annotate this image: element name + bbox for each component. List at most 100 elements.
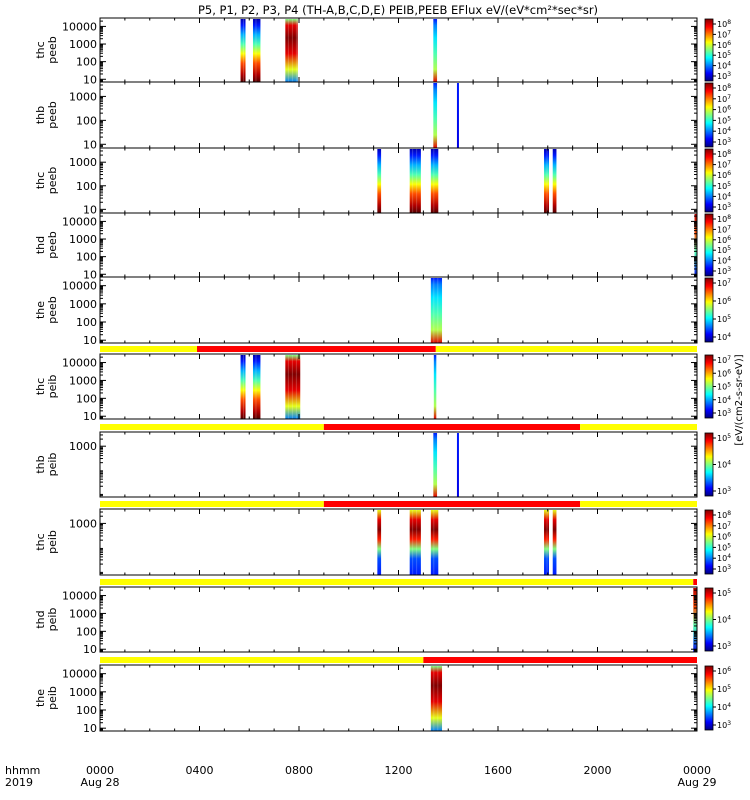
y-tick-label: 10000	[62, 668, 97, 681]
colorbar-exponent: 8	[727, 149, 731, 156]
x-tick-label: 1200	[385, 764, 413, 777]
colorbar-exponent: 8	[727, 510, 731, 517]
colorbar-exponent: 7	[727, 355, 731, 362]
panel-frame	[99, 81, 698, 149]
colorbar-tick-label: 105	[717, 245, 731, 255]
colorbar-tick-label: 105	[717, 433, 731, 443]
spectrogram-block	[285, 19, 298, 82]
colorbar-exponent: 6	[727, 40, 731, 47]
flag-segment-alert	[323, 501, 581, 507]
spectrogram-block	[433, 433, 438, 497]
x-tick-label: 0800	[285, 764, 313, 777]
colorbar-exponent: 5	[727, 684, 731, 691]
spectrogram-block	[693, 588, 697, 652]
colorbar-tick-label: 107	[717, 521, 731, 531]
colorbar-tick-label: 106	[717, 532, 731, 542]
colorbar-exponent: 6	[727, 532, 731, 539]
colorbar-exponent: 5	[727, 542, 731, 549]
colorbar-tick-label: 106	[717, 105, 731, 115]
colorbar-tick-label: 103	[717, 564, 731, 574]
colorbar-tick-label: 103	[717, 641, 731, 651]
y-tick-label: 100	[76, 251, 97, 264]
flag-segment-normal	[100, 579, 694, 585]
y-tick-label: 10000	[62, 590, 97, 603]
panel-thb-peib: 1000 thb peib 105 104 103	[34, 424, 731, 498]
panel-label-product: peib	[46, 530, 59, 554]
flag-segment-normal	[435, 346, 697, 352]
spectrogram-block	[433, 83, 438, 148]
colorbar-tick-label: 104	[717, 332, 731, 342]
y-tick-label: 100	[76, 625, 97, 638]
colorbar-tick-label: 105	[717, 314, 731, 324]
panel-label-probe: thd	[34, 610, 47, 628]
y-tick-label: 100	[76, 56, 97, 69]
colorbar-exponent: 7	[727, 278, 731, 285]
colorbar-exponent: 7	[727, 94, 731, 101]
spectrogram-block	[240, 19, 246, 82]
colorbar-tick-label: 104	[717, 256, 731, 266]
colorbar-tick-label: 106	[717, 368, 731, 378]
y-tick-label: 10	[83, 334, 97, 347]
y-tick-label: 1000	[69, 90, 97, 103]
colorbar-exponent: 8	[727, 83, 731, 90]
colorbar-exponent: 5	[727, 314, 731, 321]
colorbar-tick-label: 105	[717, 50, 731, 60]
hhmm-label: hhmm	[5, 764, 40, 777]
colorbar-exponent: 8	[727, 214, 731, 221]
colorbar-exponent: 3	[727, 720, 731, 727]
colorbar-exponent: 6	[727, 666, 731, 673]
y-tick-label: 10000	[62, 20, 97, 33]
colorbar-exponent: 3	[727, 202, 731, 209]
panel-label-product: peib	[46, 375, 59, 399]
spectrogram-block	[252, 19, 261, 82]
colorbar-tick-label: 105	[717, 181, 731, 191]
panel-frame	[99, 212, 698, 278]
colorbar-tick-label: 104	[717, 126, 731, 136]
colorbar-exponent: 7	[727, 224, 731, 231]
flag-segment-normal	[100, 424, 324, 430]
colorbar-tick-label: 108	[717, 19, 731, 29]
spectrogram-block	[430, 510, 439, 575]
spectrogram-block	[544, 510, 549, 575]
y-tick-label: 1000	[69, 440, 97, 453]
spectrogram-block	[552, 510, 557, 575]
spectrogram-block	[456, 433, 459, 497]
colorbar-exponent: 7	[727, 29, 731, 36]
spectrogram-block	[456, 83, 459, 148]
y-tick-label: 1000	[69, 298, 97, 311]
y-tick-label: 10	[83, 410, 97, 423]
panel-label-probe: thb	[34, 455, 47, 473]
y-tick-label: 1000	[69, 517, 97, 530]
colorbar-exponent: 7	[727, 521, 731, 528]
panel-frame	[99, 431, 698, 498]
panel-label-product: peeb	[46, 36, 59, 64]
y-tick-label: 10	[83, 138, 97, 151]
colorbar-exponent: 5	[727, 245, 731, 252]
colorbar-exponent: 4	[727, 702, 731, 709]
colorbar-tick-label: 108	[717, 510, 731, 520]
colorbar-tick-label: 104	[717, 615, 731, 625]
y-tick-label: 1000	[69, 156, 97, 169]
y-tick-label: 10	[83, 203, 97, 216]
y-tick-label: 100	[76, 180, 97, 193]
y-tick-label: 10000	[62, 280, 97, 293]
colorbar-tick-label: 108	[717, 214, 731, 224]
panel-frame	[99, 276, 698, 344]
colorbar-exponent: 5	[727, 433, 731, 440]
y-tick-label: 1000	[69, 686, 97, 699]
spectrogram-block	[430, 149, 439, 213]
y-tick-label: 10	[83, 268, 97, 281]
colorbar-exponent: 4	[727, 126, 731, 133]
colorbar-exponent: 6	[727, 105, 731, 112]
colorbar-exponent: 6	[727, 235, 731, 242]
y-tick-label: 100	[76, 114, 97, 127]
colorbar-exponent: 7	[727, 160, 731, 167]
flag-segment-alert	[197, 346, 436, 352]
panel-label-product: peeb	[46, 296, 59, 324]
colorbar-exponent: 6	[727, 170, 731, 177]
colorbar-exponent: 4	[727, 332, 731, 339]
flag-segment-normal	[100, 657, 424, 663]
